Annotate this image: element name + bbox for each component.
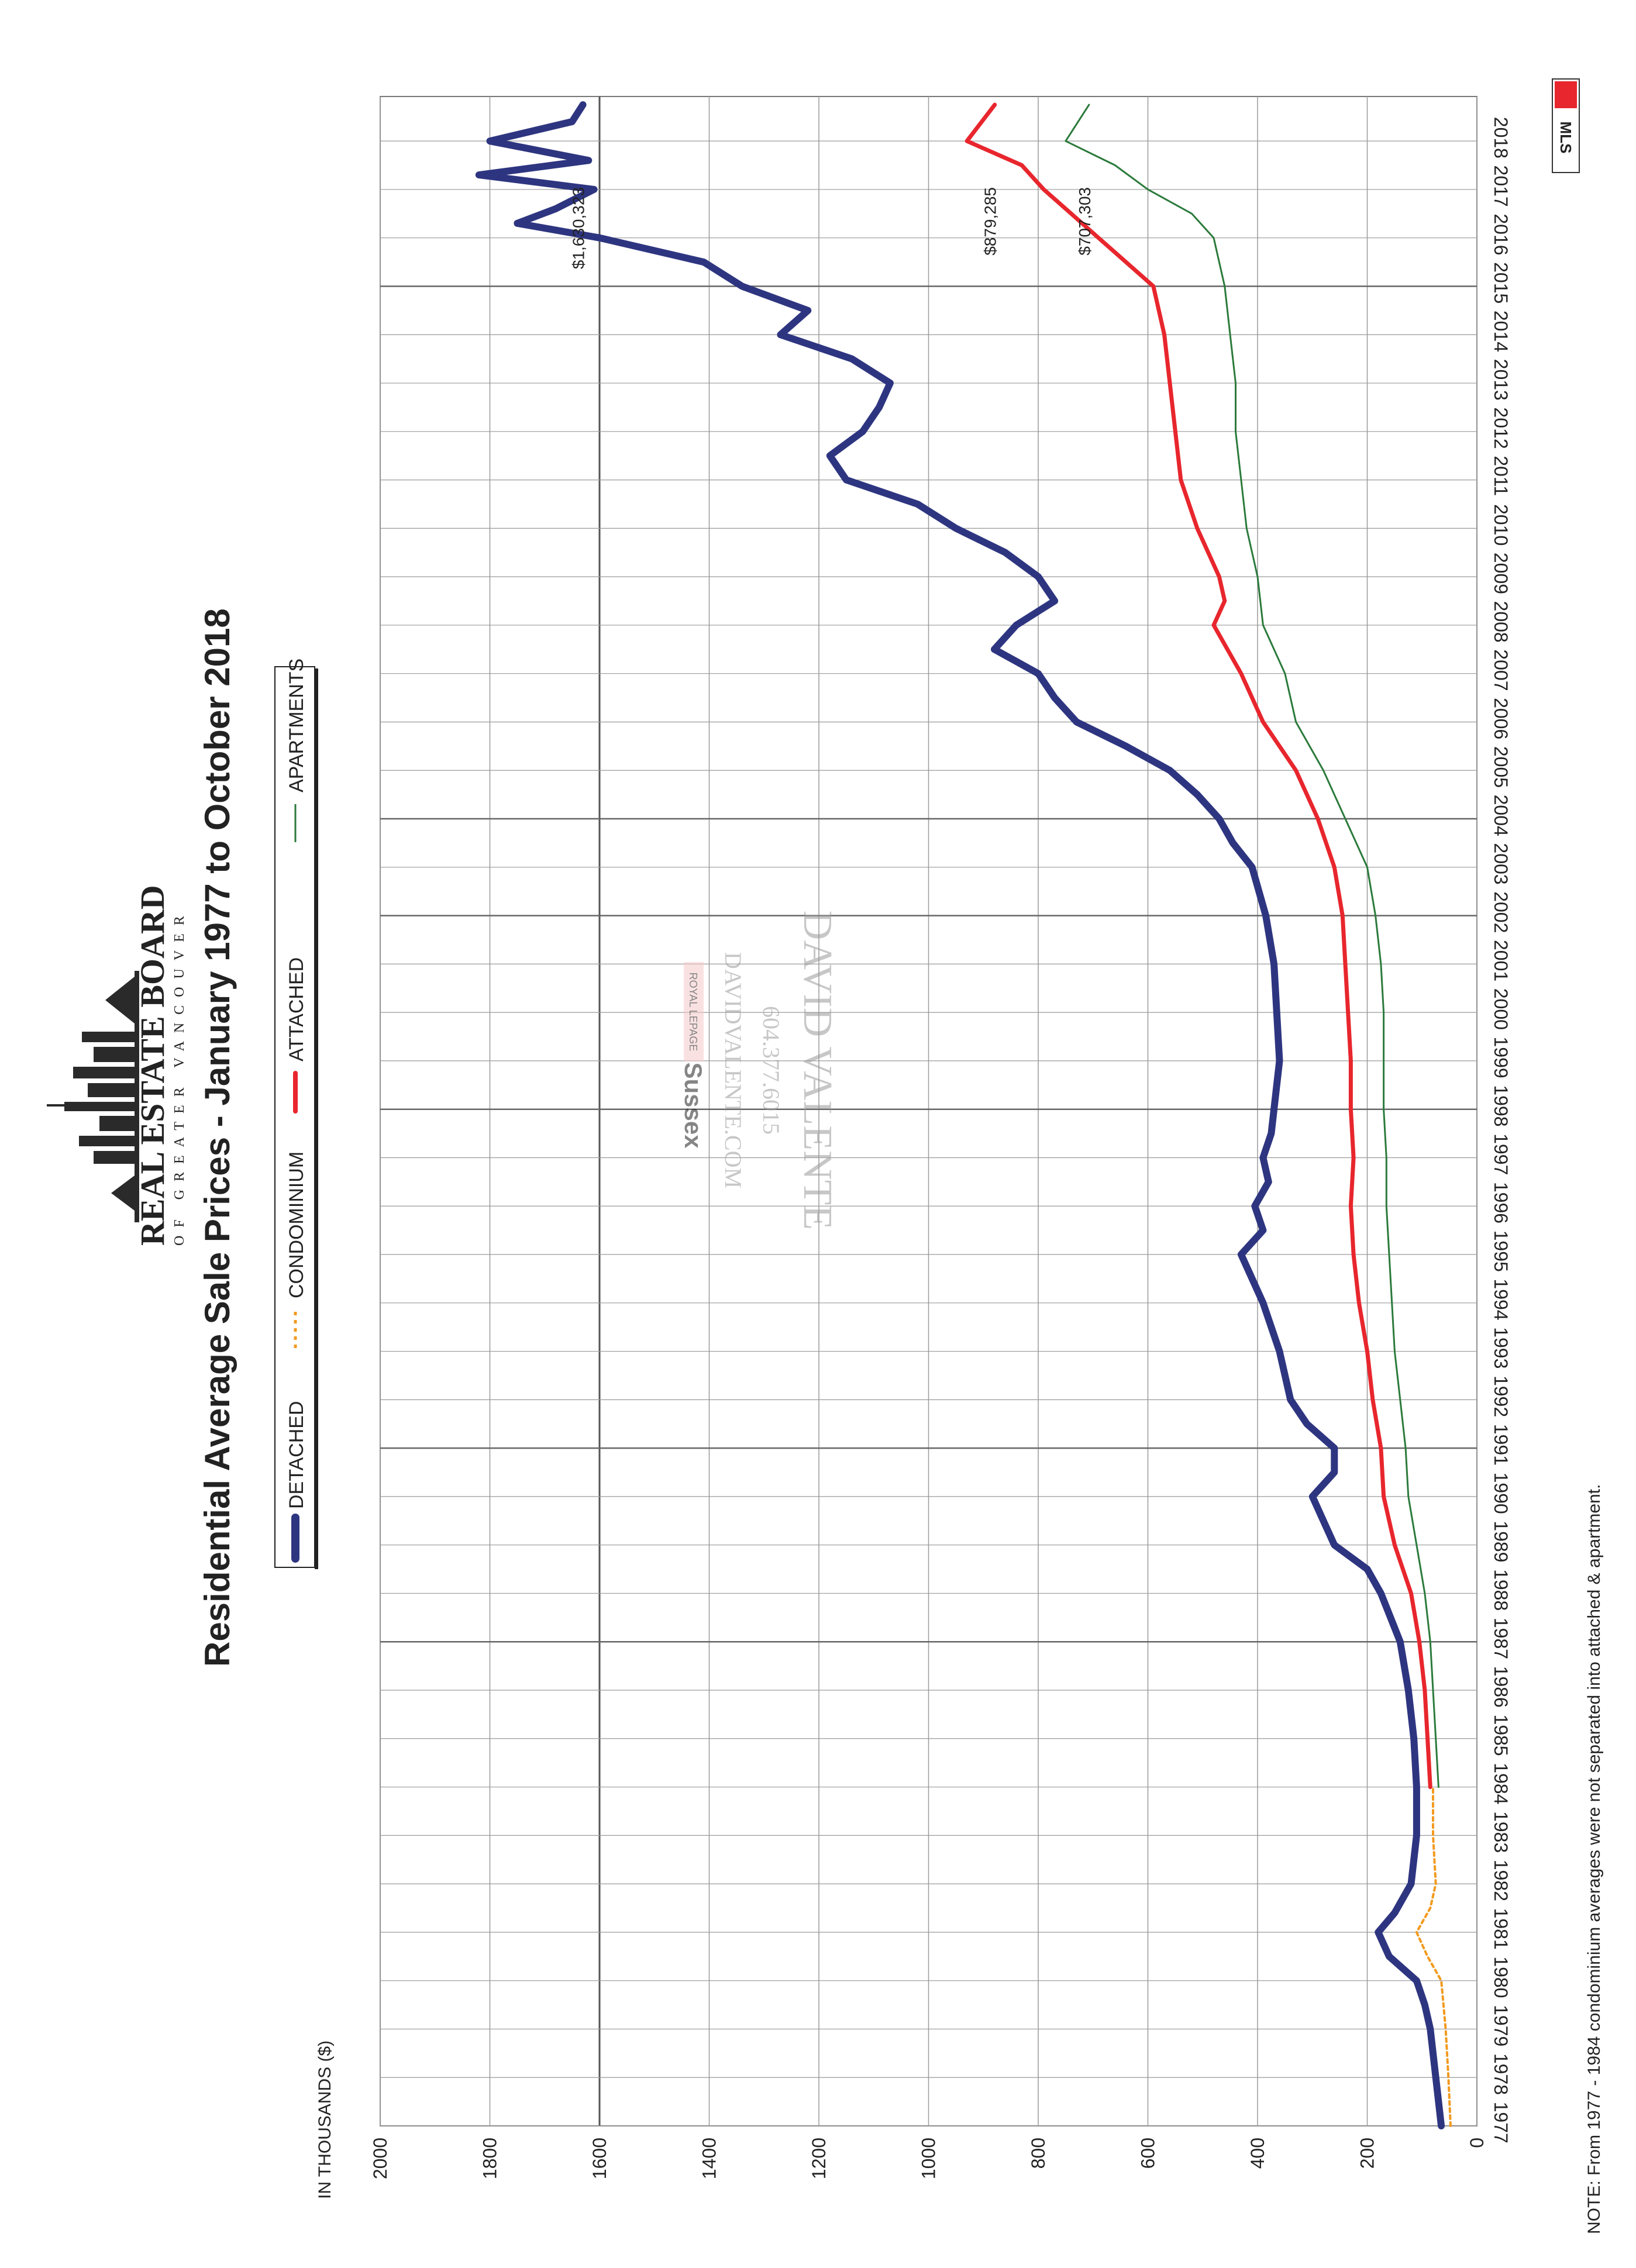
x-tick-label: 2014 [1490, 311, 1511, 352]
logo-line2: OF GREATER VANCOUVER [172, 908, 187, 1246]
x-tick-label: 2001 [1490, 940, 1511, 981]
logo: REAL ESTATE BOARD OF GREATER VANCOUVER [47, 885, 187, 1246]
mls-badge: MLS [1552, 78, 1580, 173]
legend-item-detached: DETACHED [285, 1401, 308, 1563]
x-tick-label: 1998 [1490, 1085, 1511, 1126]
x-tick-label: 1986 [1490, 1666, 1511, 1708]
x-tick-label: 1995 [1490, 1230, 1511, 1272]
x-tick-label: 2013 [1490, 359, 1511, 401]
x-tick-label: 1984 [1490, 1763, 1511, 1804]
y-tick-label: 1400 [699, 2138, 720, 2179]
y-tick-label: 1800 [480, 2138, 501, 2179]
y-tick-label: 2000 [370, 2138, 391, 2179]
x-tick-label: 1978 [1490, 2053, 1511, 2095]
y-tick-label: 0 [1466, 2138, 1487, 2148]
series-line-condominium [1415, 1786, 1452, 2127]
x-tick-label: 1980 [1490, 1956, 1511, 1998]
x-tick-label: 2016 [1490, 213, 1511, 255]
x-tick-label: 1997 [1490, 1133, 1511, 1175]
x-tick-label: 1996 [1490, 1182, 1511, 1223]
x-tick-label: 1979 [1490, 2005, 1511, 2046]
y-tick-label: 1200 [808, 2138, 829, 2179]
x-tick-label: 2012 [1490, 407, 1511, 449]
legend-label-attached: ATTACHED [285, 957, 308, 1061]
x-tick-label: 1990 [1490, 1473, 1511, 1514]
legend: DETACHED CONDOMINIUM ATTACHED APARTMENTS [274, 659, 318, 1569]
series-line-apartments [1065, 104, 1439, 1788]
legend-item-attached: ATTACHED [285, 957, 308, 1114]
end-label-attached: $879,285 [981, 187, 1000, 256]
x-tick-label: 1983 [1490, 1811, 1511, 1853]
royal-lepage-logo [684, 962, 704, 1061]
x-tick-label: 2007 [1490, 649, 1511, 691]
legend-item-condominium: CONDOMINIUM [285, 1152, 308, 1348]
x-tick-label: 2004 [1490, 795, 1511, 836]
mls-badge-text: MLS [1557, 122, 1575, 154]
x-tick-label: 1999 [1490, 1037, 1511, 1078]
x-tick-label: 2008 [1490, 601, 1511, 643]
y-axis-ticks: 0 200 400 600 800 1000 1200 1400 1600 1800 2000 [370, 2138, 1487, 2179]
city-skyline-icon [47, 971, 139, 1222]
legend-label-detached: DETACHED [285, 1401, 308, 1509]
x-tick-label: 2010 [1490, 504, 1511, 546]
watermark-site: DAVIDVALENTE.COM [720, 952, 746, 1188]
units-label: IN THOUSANDS ($) [315, 2040, 335, 2199]
end-labels: $1,630,323 $879,285 $707,303 [570, 187, 1094, 269]
series-layer [475, 101, 1452, 2129]
end-label-detached: $1,630,323 [570, 187, 588, 269]
y-tick-label: 200 [1357, 2138, 1378, 2169]
y-tick-label: 800 [1028, 2138, 1049, 2169]
x-tick-label: 1982 [1490, 1860, 1511, 1901]
x-axis-ticks: 1977 1978 1979 1980 1981 1982 1983 1984 1985 1986… [1490, 117, 1511, 2143]
grid [380, 96, 1477, 2126]
y-tick-label: 1600 [589, 2138, 610, 2179]
x-tick-label: 1993 [1490, 1327, 1511, 1369]
x-tick-label: 2018 [1490, 117, 1511, 158]
x-tick-label: 1977 [1490, 2102, 1511, 2143]
x-tick-label: 1981 [1490, 1908, 1511, 1950]
y-tick-label: 1000 [918, 2138, 939, 2179]
watermark-name: DAVID VALENTE [795, 911, 840, 1230]
x-tick-label: 1989 [1490, 1521, 1511, 1562]
x-tick-label: 1988 [1490, 1569, 1511, 1611]
x-tick-label: 1994 [1490, 1278, 1511, 1320]
footnote: NOTE: From 1977 - 1984 condominium avera… [1585, 1484, 1604, 2234]
x-tick-label: 2006 [1490, 698, 1511, 739]
watermark-brand-small: ROYAL LEPAGE [687, 973, 699, 1052]
end-label-apartments: $707,303 [1076, 187, 1094, 256]
series-line-detached [475, 101, 1445, 2129]
watermark: DAVID VALENTE 604.377.6015 DAVIDVALENTE.… [680, 911, 840, 1230]
legend-label-apartments: APARTMENTS [285, 659, 308, 792]
watermark-phone: 604.377.6015 [758, 1006, 784, 1135]
x-tick-label: 2005 [1490, 746, 1511, 788]
chart-title: Residential Average Sale Prices - Januar… [198, 608, 237, 1667]
watermark-brand: Sussex [680, 1062, 707, 1149]
x-tick-label: 2002 [1490, 891, 1511, 933]
x-tick-label: 1991 [1490, 1424, 1511, 1466]
legend-label-condominium: CONDOMINIUM [285, 1152, 308, 1298]
x-tick-label: 2000 [1490, 988, 1511, 1030]
x-tick-label: 1992 [1490, 1376, 1511, 1417]
x-tick-label: 2015 [1490, 262, 1511, 304]
x-tick-label: 1985 [1490, 1714, 1511, 1756]
x-tick-label: 2003 [1490, 843, 1511, 884]
y-tick-label: 600 [1138, 2138, 1159, 2169]
x-tick-label: 2009 [1490, 553, 1511, 594]
series-line-attached [965, 102, 1432, 1790]
legend-item-apartments: APARTMENTS [285, 659, 308, 842]
x-tick-label: 2017 [1490, 166, 1511, 207]
logo-line1: REAL ESTATE BOARD [133, 885, 171, 1246]
x-tick-label: 2011 [1490, 456, 1511, 496]
y-tick-label: 400 [1247, 2138, 1268, 2169]
x-tick-label: 1987 [1490, 1618, 1511, 1659]
